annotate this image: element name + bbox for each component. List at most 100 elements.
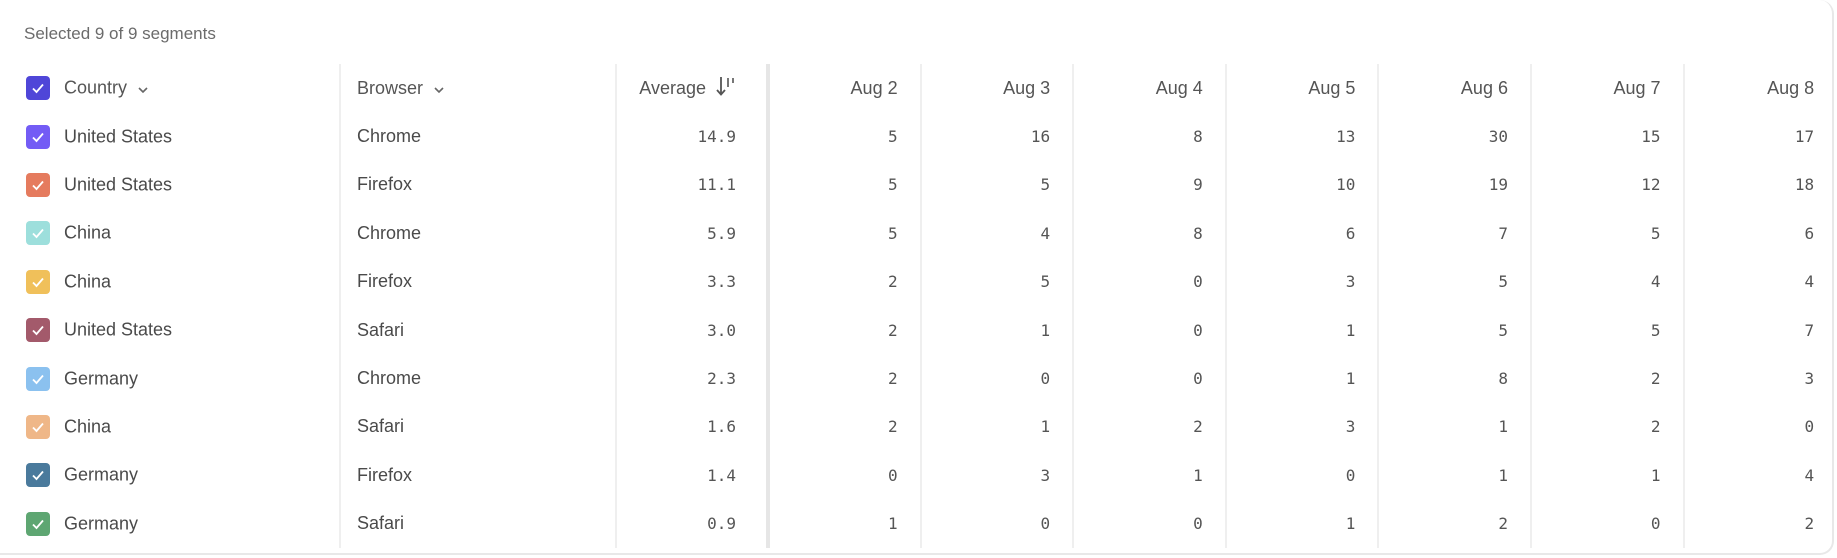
date-value-cell: 0 <box>767 451 921 500</box>
segment-checkbox[interactable] <box>26 366 50 391</box>
date-value-cell: 5 <box>919 160 1074 210</box>
date-value-cell: 2 <box>1529 354 1684 403</box>
country-cell: Germany <box>0 500 340 548</box>
browser-cell: Firefox <box>339 160 616 210</box>
check-icon <box>32 84 44 94</box>
date-value-cell: 5 <box>1529 209 1684 258</box>
date-value-cell: 0 <box>919 499 1074 548</box>
date-value-cell: 1 <box>919 402 1074 452</box>
date-value-cell: 0 <box>1529 499 1684 548</box>
date-value-cell: 1 <box>1529 451 1684 500</box>
average-cell: 1.6 <box>615 402 770 452</box>
segment-checkbox[interactable] <box>26 124 50 149</box>
sort-descending-icon[interactable] <box>716 75 736 102</box>
date-value-cell: 4 <box>1682 451 1837 500</box>
segment-checkbox[interactable] <box>26 172 50 197</box>
country-cell: China <box>0 258 340 306</box>
chevron-down-icon[interactable] <box>137 78 149 99</box>
country-label: Germany <box>64 513 139 534</box>
country-cell: Germany <box>0 451 340 499</box>
country-label: United States <box>64 319 173 340</box>
check-icon <box>32 422 44 433</box>
date-value-cell: 8 <box>1072 112 1226 161</box>
date-value-cell: 3 <box>1224 257 1379 306</box>
average-cell: 5.9 <box>615 209 770 258</box>
browser-header-label: Browser <box>357 78 424 99</box>
average-cell: 2.3 <box>615 354 770 403</box>
average-cell: 11.1 <box>615 160 770 210</box>
browser-cell: Firefox <box>339 257 616 306</box>
date-value-cell: 2 <box>767 402 921 452</box>
date-column-header[interactable]: Aug 5 <box>1224 64 1379 113</box>
segment-checkbox[interactable] <box>26 269 50 294</box>
date-column-header[interactable]: Aug 2 <box>767 64 921 113</box>
date-value-cell: 0 <box>1072 305 1226 355</box>
date-value-cell: 0 <box>1072 499 1226 548</box>
table-row[interactable]: United States Safari 3.0 2 1 0 1 5 5 7 <box>0 305 1837 355</box>
selection-summary: Selected 9 of 9 segments <box>24 24 216 43</box>
date-value-cell: 0 <box>1072 354 1226 403</box>
table-row[interactable]: China Chrome 5.9 5 4 8 6 7 5 6 <box>0 209 1837 258</box>
table-row[interactable]: Germany Safari 0.9 1 0 0 1 2 0 2 <box>0 499 1837 548</box>
segment-checkbox[interactable] <box>26 221 50 246</box>
table-row[interactable]: Germany Firefox 1.4 0 3 1 0 1 1 4 <box>0 451 1837 500</box>
date-column-header[interactable]: Aug 6 <box>1377 64 1531 113</box>
date-column-header[interactable]: Aug 3 <box>919 64 1074 113</box>
country-label: China <box>64 271 112 292</box>
date-value-cell: 5 <box>919 257 1074 306</box>
date-value-cell: 0 <box>919 354 1074 403</box>
segment-checkbox[interactable] <box>26 414 50 439</box>
country-column-header[interactable]: Country <box>0 64 340 112</box>
average-header-label: Average <box>639 77 706 98</box>
average-column-header[interactable]: Average <box>615 64 770 113</box>
date-value-cell: 0 <box>1682 402 1837 452</box>
browser-cell: Chrome <box>339 209 616 258</box>
country-label: Germany <box>64 368 139 389</box>
table-row[interactable]: United States Chrome 14.9 5 16 8 13 30 15 17 <box>0 112 1837 161</box>
date-value-cell: 12 <box>1529 160 1684 210</box>
segment-checkbox[interactable] <box>26 511 50 536</box>
date-value-cell: 1 <box>1072 451 1226 500</box>
segment-checkbox[interactable] <box>26 318 50 343</box>
date-value-cell: 3 <box>1224 402 1379 452</box>
check-icon <box>32 229 44 239</box>
table-row[interactable]: Germany Chrome 2.3 2 0 0 1 8 2 3 <box>0 354 1837 403</box>
browser-column-header[interactable]: Browser <box>339 64 616 113</box>
date-value-cell: 3 <box>919 451 1074 500</box>
table-row[interactable]: China Firefox 3.3 2 5 0 3 5 4 4 <box>0 257 1837 306</box>
country-header-label: Country <box>64 77 128 98</box>
date-value-cell: 10 <box>1224 160 1379 210</box>
segment-checkbox[interactable] <box>26 463 50 488</box>
check-icon <box>32 519 44 530</box>
date-value-cell: 1 <box>1224 305 1379 355</box>
check-icon <box>32 326 44 336</box>
date-value-cell: 5 <box>1377 257 1531 306</box>
date-value-cell: 4 <box>1682 257 1837 306</box>
date-value-cell: 2 <box>767 257 921 306</box>
date-column-header[interactable]: Aug 8 <box>1682 64 1837 113</box>
table-row[interactable]: United States Firefox 11.1 5 5 9 10 19 12 18 <box>0 160 1837 210</box>
date-value-cell: 5 <box>767 112 921 161</box>
check-icon <box>32 180 44 191</box>
date-value-cell: 1 <box>1377 402 1531 452</box>
date-value-cell: 4 <box>919 209 1074 258</box>
country-label: China <box>64 222 112 243</box>
date-value-cell: 5 <box>1377 305 1531 355</box>
check-icon <box>32 132 44 142</box>
date-value-cell: 1 <box>767 499 921 548</box>
date-value-cell: 1 <box>1224 354 1379 403</box>
date-value-cell: 5 <box>767 209 921 258</box>
select-all-checkbox[interactable] <box>26 76 50 101</box>
browser-cell: Safari <box>339 402 616 452</box>
country-cell: United States <box>0 112 340 160</box>
date-value-cell: 3 <box>1682 354 1837 403</box>
date-value-cell: 30 <box>1377 112 1531 161</box>
date-column-header[interactable]: Aug 7 <box>1529 64 1684 113</box>
table-row[interactable]: China Safari 1.6 2 1 2 3 1 2 0 <box>0 402 1837 452</box>
date-value-cell: 18 <box>1682 160 1837 210</box>
average-cell: 14.9 <box>615 112 770 161</box>
date-value-cell: 2 <box>767 354 921 403</box>
chevron-down-icon[interactable] <box>433 78 445 99</box>
date-column-header[interactable]: Aug 4 <box>1072 64 1226 113</box>
